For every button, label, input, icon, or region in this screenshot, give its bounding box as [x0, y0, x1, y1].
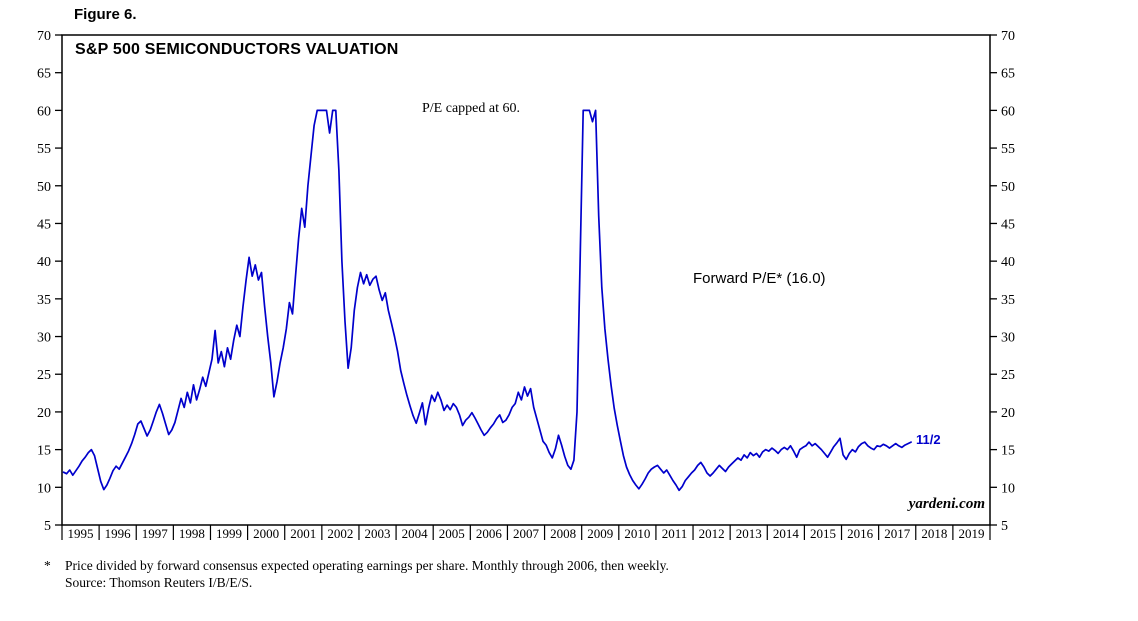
svg-text:50: 50 — [37, 180, 51, 195]
svg-text:70: 70 — [1001, 29, 1015, 44]
svg-text:2019: 2019 — [958, 526, 984, 541]
svg-text:65: 65 — [1001, 67, 1015, 82]
svg-text:2011: 2011 — [662, 526, 688, 541]
svg-text:45: 45 — [37, 217, 51, 232]
svg-text:20: 20 — [37, 406, 51, 421]
svg-text:60: 60 — [1001, 104, 1015, 119]
svg-text:65: 65 — [37, 67, 51, 82]
svg-text:2014: 2014 — [773, 526, 800, 541]
svg-text:2009: 2009 — [587, 526, 613, 541]
svg-text:40: 40 — [37, 255, 51, 270]
svg-text:2001: 2001 — [290, 526, 316, 541]
svg-text:2013: 2013 — [736, 526, 762, 541]
footnote-line1: Price divided by forward consensus expec… — [65, 558, 669, 573]
svg-text:40: 40 — [1001, 255, 1015, 270]
yardeni-watermark: yardeni.com — [908, 496, 985, 512]
svg-text:5: 5 — [1001, 519, 1008, 534]
svg-text:2004: 2004 — [402, 526, 429, 541]
svg-text:2007: 2007 — [513, 526, 540, 541]
svg-text:10: 10 — [1001, 481, 1015, 496]
svg-text:15: 15 — [37, 444, 51, 459]
svg-text:1996: 1996 — [105, 526, 132, 541]
svg-text:1998: 1998 — [179, 526, 205, 541]
svg-text:35: 35 — [1001, 293, 1015, 308]
svg-text:2010: 2010 — [624, 526, 650, 541]
svg-text:2005: 2005 — [439, 526, 465, 541]
svg-text:20: 20 — [1001, 406, 1015, 421]
svg-text:35: 35 — [37, 293, 51, 308]
svg-text:2015: 2015 — [810, 526, 836, 541]
footnote: * Price divided by forward consensus exp… — [44, 558, 669, 592]
svg-text:45: 45 — [1001, 217, 1015, 232]
svg-text:25: 25 — [1001, 368, 1015, 383]
svg-text:1999: 1999 — [216, 526, 242, 541]
chart-title: S&P 500 SEMICONDUCTORS VALUATION — [75, 41, 399, 58]
svg-text:30: 30 — [37, 331, 51, 346]
svg-text:2000: 2000 — [253, 526, 279, 541]
pe-cap-annotation: P/E capped at 60. — [422, 101, 520, 116]
svg-text:2017: 2017 — [884, 526, 911, 541]
svg-text:2012: 2012 — [699, 526, 725, 541]
svg-text:10: 10 — [37, 481, 51, 496]
figure-label: Figure 6. — [74, 6, 137, 23]
svg-text:15: 15 — [1001, 444, 1015, 459]
svg-text:60: 60 — [37, 104, 51, 119]
svg-text:2016: 2016 — [847, 526, 874, 541]
svg-text:30: 30 — [1001, 331, 1015, 346]
footnote-line2: Source: Thomson Reuters I/B/E/S. — [65, 574, 253, 590]
svg-text:1995: 1995 — [68, 526, 94, 541]
svg-text:1997: 1997 — [142, 526, 169, 541]
svg-text:2008: 2008 — [550, 526, 576, 541]
svg-text:2003: 2003 — [365, 526, 391, 541]
latest-point-label: 11/2 — [916, 432, 941, 447]
svg-text:55: 55 — [37, 142, 51, 157]
svg-text:5: 5 — [44, 519, 51, 534]
svg-text:55: 55 — [1001, 142, 1015, 157]
svg-text:2002: 2002 — [327, 526, 353, 541]
series-label: Forward P/E* (16.0) — [693, 270, 826, 287]
svg-text:70: 70 — [37, 29, 51, 44]
svg-text:2006: 2006 — [476, 526, 503, 541]
svg-text:2018: 2018 — [921, 526, 947, 541]
footnote-marker: * — [44, 558, 51, 573]
svg-text:25: 25 — [37, 368, 51, 383]
svg-text:50: 50 — [1001, 180, 1015, 195]
